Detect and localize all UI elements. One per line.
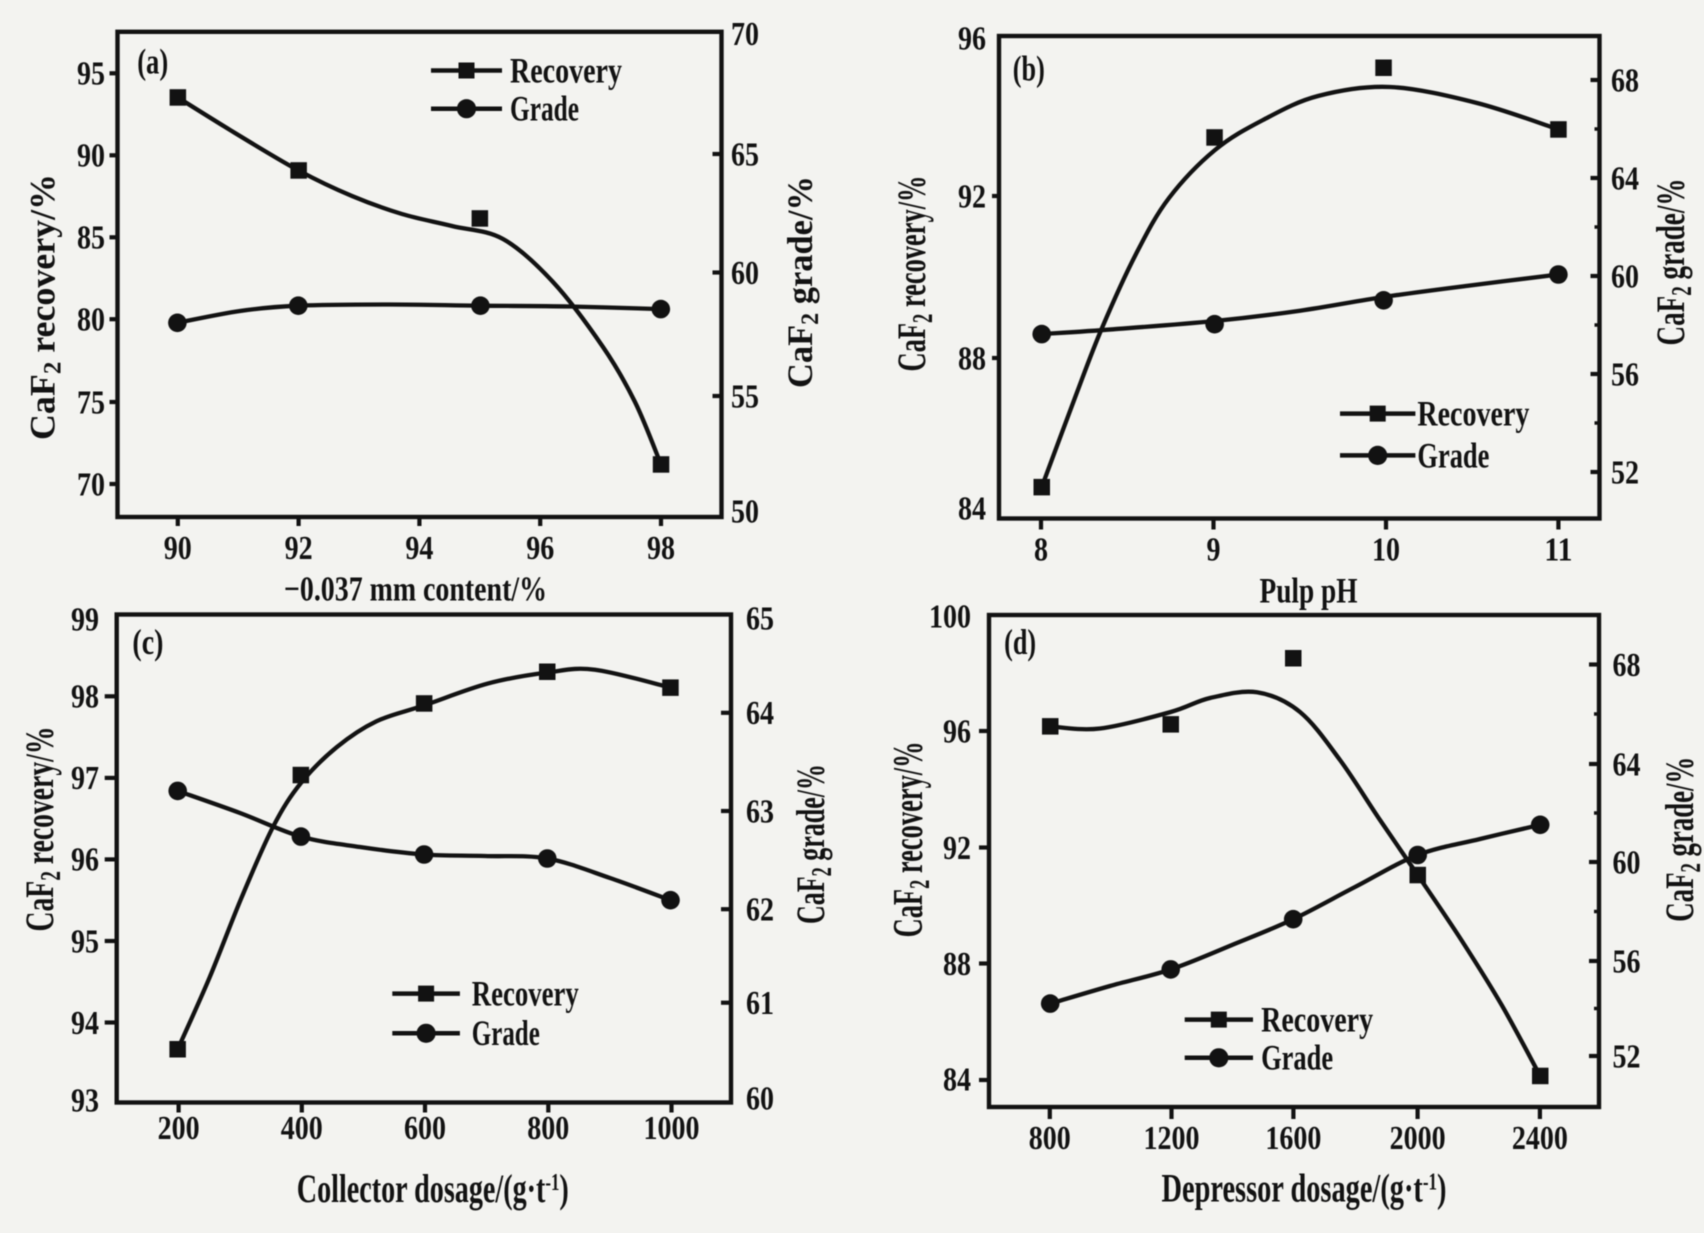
svg-text:CaF2 grade/%: CaF2 grade/% [788, 764, 838, 924]
svg-text:95: 95 [71, 923, 99, 960]
svg-text:1600: 1600 [1265, 1120, 1321, 1157]
svg-text:98: 98 [71, 679, 99, 716]
svg-text:96: 96 [958, 20, 986, 57]
svg-text:CaF2 grade/%: CaF2 grade/% [780, 176, 824, 388]
svg-text:2400: 2400 [1512, 1120, 1568, 1157]
svg-text:64: 64 [1613, 746, 1641, 783]
svg-text:200: 200 [158, 1110, 200, 1147]
svg-text:93: 93 [71, 1082, 99, 1119]
svg-text:65: 65 [746, 600, 774, 637]
svg-text:92: 92 [285, 530, 313, 567]
svg-text:50: 50 [731, 493, 759, 530]
svg-text:95: 95 [77, 56, 105, 93]
svg-text:90: 90 [164, 530, 192, 567]
svg-text:97: 97 [71, 760, 99, 797]
svg-text:88: 88 [943, 946, 971, 983]
svg-text:55: 55 [731, 378, 759, 415]
svg-text:Pulp pH: Pulp pH [1260, 570, 1358, 610]
svg-text:CaF2 grade/%: CaF2 grade/% [1648, 179, 1698, 346]
svg-text:11: 11 [1544, 531, 1572, 568]
svg-text:(d): (d) [1004, 622, 1036, 662]
svg-text:80: 80 [77, 302, 105, 339]
svg-text:99: 99 [71, 601, 99, 638]
svg-text:52: 52 [1611, 454, 1639, 491]
svg-text:Collector dosage/(g·t-1): Collector dosage/(g·t-1) [297, 1166, 569, 1211]
svg-text:62: 62 [746, 892, 774, 929]
svg-text:92: 92 [958, 178, 986, 215]
svg-text:100: 100 [929, 598, 971, 635]
svg-text:Grade: Grade [510, 89, 579, 129]
svg-text:68: 68 [1613, 647, 1641, 684]
svg-text:84: 84 [958, 490, 986, 527]
svg-text:400: 400 [281, 1110, 323, 1147]
svg-text:84: 84 [943, 1061, 971, 1098]
svg-text:56: 56 [1613, 943, 1641, 980]
svg-text:96: 96 [71, 842, 99, 879]
svg-text:64: 64 [1611, 160, 1639, 197]
svg-text:63: 63 [746, 793, 774, 830]
svg-text:92: 92 [943, 830, 971, 867]
svg-text:Recovery: Recovery [1417, 394, 1529, 434]
svg-text:1000: 1000 [644, 1110, 700, 1147]
svg-text:70: 70 [77, 466, 105, 503]
svg-text:68: 68 [1611, 62, 1639, 99]
svg-text:96: 96 [526, 530, 554, 567]
svg-text:88: 88 [958, 340, 986, 377]
svg-text:Recovery: Recovery [1261, 1000, 1373, 1040]
svg-text:10: 10 [1372, 531, 1400, 568]
svg-text:−0.037 mm content/%: −0.037 mm content/% [284, 570, 547, 609]
svg-text:2000: 2000 [1390, 1120, 1446, 1157]
svg-text:64: 64 [746, 695, 774, 732]
svg-text:61: 61 [746, 985, 774, 1022]
svg-text:75: 75 [77, 384, 105, 421]
svg-text:CaF2 recovery/%: CaF2 recovery/% [889, 175, 939, 371]
svg-text:52: 52 [1613, 1038, 1641, 1075]
svg-text:CaF2 grade/%: CaF2 grade/% [1657, 757, 1704, 922]
svg-text:Grade: Grade [1417, 435, 1489, 475]
svg-text:94: 94 [405, 530, 433, 567]
svg-text:60: 60 [1611, 258, 1639, 295]
svg-text:85: 85 [77, 220, 105, 257]
svg-text:98: 98 [647, 530, 675, 567]
svg-text:Grade: Grade [1261, 1038, 1333, 1078]
svg-text:800: 800 [527, 1110, 569, 1147]
svg-text:8: 8 [1034, 531, 1048, 568]
svg-text:1200: 1200 [1144, 1120, 1200, 1157]
svg-text:Recovery: Recovery [510, 50, 622, 90]
svg-text:600: 600 [404, 1110, 446, 1147]
svg-text:70: 70 [731, 16, 759, 53]
svg-text:Depressor dosage/(g·t-1): Depressor dosage/(g·t-1) [1162, 1165, 1447, 1210]
svg-text:CaF2 recovery/%: CaF2 recovery/% [22, 174, 66, 440]
svg-text:56: 56 [1611, 356, 1639, 393]
svg-text:(a): (a) [137, 41, 168, 81]
svg-text:(c): (c) [132, 622, 163, 662]
svg-text:60: 60 [731, 255, 759, 292]
svg-text:(b): (b) [1013, 49, 1045, 89]
svg-text:94: 94 [71, 1005, 99, 1042]
svg-text:96: 96 [943, 713, 971, 750]
svg-text:CaF2 recovery/%: CaF2 recovery/% [886, 741, 936, 937]
svg-text:60: 60 [1613, 844, 1641, 881]
svg-text:9: 9 [1207, 531, 1221, 568]
svg-text:65: 65 [731, 136, 759, 173]
svg-text:60: 60 [746, 1080, 774, 1117]
svg-text:800: 800 [1029, 1120, 1071, 1157]
svg-text:CaF2 recovery/%: CaF2 recovery/% [17, 727, 67, 932]
svg-text:Grade: Grade [472, 1013, 540, 1053]
svg-text:Recovery: Recovery [472, 974, 579, 1014]
svg-text:90: 90 [77, 138, 105, 175]
